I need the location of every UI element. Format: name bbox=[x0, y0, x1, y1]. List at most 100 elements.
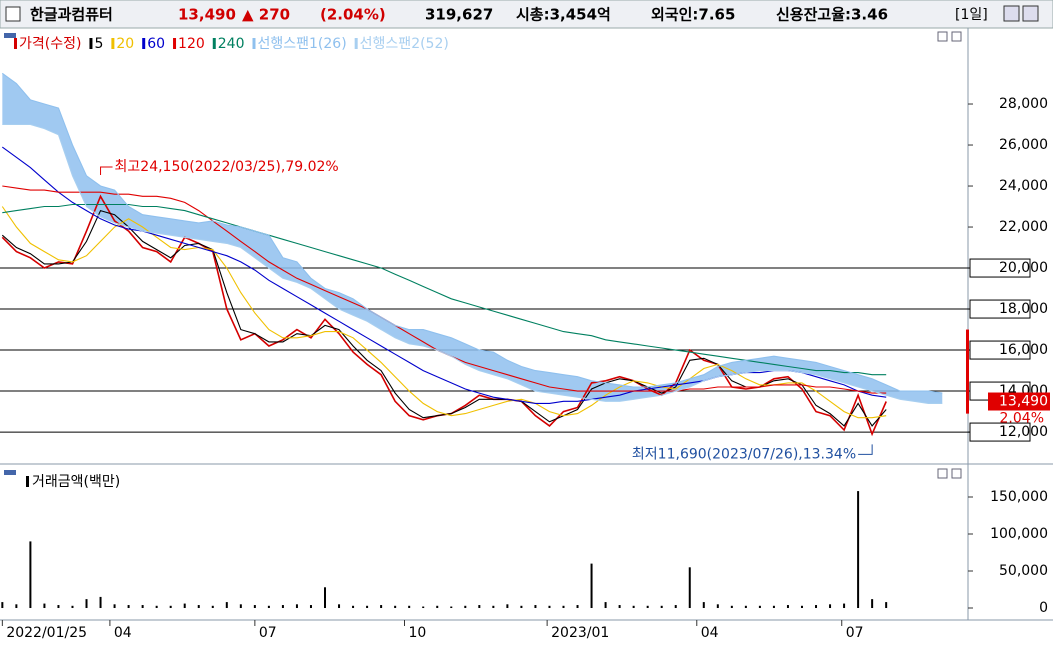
volume-bar bbox=[786, 605, 789, 609]
volume-bar bbox=[688, 567, 691, 609]
volume-bar bbox=[464, 605, 467, 609]
legend-icon bbox=[4, 470, 16, 475]
price: 13,490 bbox=[178, 6, 236, 24]
volume-bar bbox=[380, 605, 383, 609]
change-pct: (2.04%) bbox=[320, 6, 386, 24]
volume-bar bbox=[281, 605, 284, 609]
legend-swatch bbox=[26, 476, 29, 487]
x-tick-label: 2022/01/25 bbox=[6, 625, 87, 641]
volume-bar bbox=[169, 605, 172, 609]
restore-button[interactable] bbox=[1003, 5, 1020, 22]
annotation-arrow bbox=[858, 444, 873, 455]
volume-bar bbox=[155, 605, 158, 609]
current-price-box bbox=[988, 392, 1050, 411]
volume-bar bbox=[548, 605, 551, 609]
volume-bar bbox=[436, 605, 439, 609]
legend-swatch bbox=[252, 38, 256, 49]
volume-bar bbox=[29, 541, 32, 609]
volume-bar bbox=[211, 605, 214, 609]
close-button[interactable] bbox=[1022, 5, 1039, 22]
volume-bar bbox=[857, 491, 860, 609]
checkbox[interactable] bbox=[5, 6, 21, 22]
volume-bar bbox=[267, 605, 270, 609]
volume-bar bbox=[85, 599, 88, 609]
y-tick-label: 100,000 bbox=[990, 526, 1048, 542]
volume-bar bbox=[674, 605, 677, 609]
x-tick-label: 2023/01 bbox=[551, 625, 609, 641]
legend-swatch bbox=[14, 38, 17, 49]
panel-button[interactable] bbox=[937, 31, 948, 42]
volume-bar bbox=[394, 605, 397, 609]
volume-bar bbox=[71, 605, 74, 609]
volume-bar bbox=[324, 587, 327, 609]
y-tick-label: 50,000 bbox=[999, 563, 1048, 579]
volume-bar bbox=[843, 603, 846, 609]
volume-bar bbox=[716, 604, 719, 609]
span-line bbox=[1, 72, 943, 394]
change: ▲ 270 bbox=[242, 6, 290, 24]
volume-bar bbox=[352, 605, 355, 609]
volume-bar bbox=[772, 605, 775, 609]
y-tick-label: 0 bbox=[1039, 600, 1048, 616]
panel-close[interactable] bbox=[951, 31, 962, 42]
y-tick-label: 22,000 bbox=[999, 219, 1048, 235]
volume-bar bbox=[758, 605, 761, 609]
volume-bar bbox=[885, 602, 888, 609]
current-change: 2.04% bbox=[1000, 411, 1044, 427]
volume-bar bbox=[478, 605, 481, 609]
series-line bbox=[2, 203, 887, 376]
volume: 319,627 bbox=[425, 6, 493, 24]
legend-swatch bbox=[354, 38, 358, 49]
period[interactable]: [1일] bbox=[955, 7, 988, 23]
panel-close[interactable] bbox=[951, 468, 962, 479]
volume-bar bbox=[295, 604, 298, 609]
volume-bar bbox=[829, 604, 832, 609]
volume-bar bbox=[239, 604, 242, 609]
x-tick-label: 04 bbox=[114, 625, 132, 641]
volume-bar bbox=[618, 605, 621, 609]
volume-bar bbox=[632, 605, 635, 609]
volume-bar bbox=[127, 605, 130, 609]
volume-bar bbox=[800, 605, 803, 609]
volume-bar bbox=[492, 605, 495, 609]
y-tick-label: 16,000 bbox=[999, 342, 1048, 358]
volume-bar bbox=[702, 602, 705, 609]
y-tick-label: 26,000 bbox=[999, 137, 1048, 153]
volume-bar bbox=[590, 563, 593, 609]
volume-bar bbox=[604, 602, 607, 609]
x-tick-label: 10 bbox=[409, 625, 427, 641]
volume-bar bbox=[309, 605, 312, 609]
legend-swatch bbox=[212, 38, 216, 49]
volume-bar bbox=[99, 596, 102, 609]
x-tick-label: 07 bbox=[846, 625, 864, 641]
stock-name: 한글과컴퓨터 bbox=[30, 6, 113, 24]
volume-bar bbox=[1, 602, 4, 609]
volume-bar bbox=[506, 604, 509, 609]
panel-button[interactable] bbox=[937, 468, 948, 479]
volume-bar bbox=[225, 602, 228, 609]
legend-swatch bbox=[142, 38, 146, 49]
current-price: 13,490 bbox=[999, 394, 1048, 410]
volume-bar bbox=[730, 605, 733, 609]
legend-label: 60 bbox=[147, 36, 165, 52]
volume-bar bbox=[562, 605, 565, 609]
annotation: 최저11,690(2023/07/26),13.34% bbox=[632, 446, 856, 462]
legend-label: 120 bbox=[178, 36, 205, 52]
volume-bar bbox=[15, 604, 18, 609]
header-bar bbox=[0, 0, 1053, 29]
x-tick-label: 07 bbox=[259, 625, 277, 641]
legend-label: 선행스팬1(26) bbox=[258, 36, 347, 52]
legend-swatch bbox=[173, 38, 177, 49]
volume-bar bbox=[815, 605, 818, 609]
y-tick-label: 28,000 bbox=[999, 96, 1048, 112]
legend-swatch bbox=[111, 38, 115, 49]
legend-swatch bbox=[89, 38, 93, 49]
legend-icon bbox=[4, 33, 16, 38]
legend-label: 가격(수정) bbox=[19, 36, 81, 52]
volume-bar bbox=[338, 604, 341, 609]
legend-label: 선행스팬2(52) bbox=[360, 36, 449, 52]
series-line bbox=[1, 209, 887, 427]
legend-label: 20 bbox=[116, 36, 134, 52]
volume-bar bbox=[646, 605, 649, 609]
